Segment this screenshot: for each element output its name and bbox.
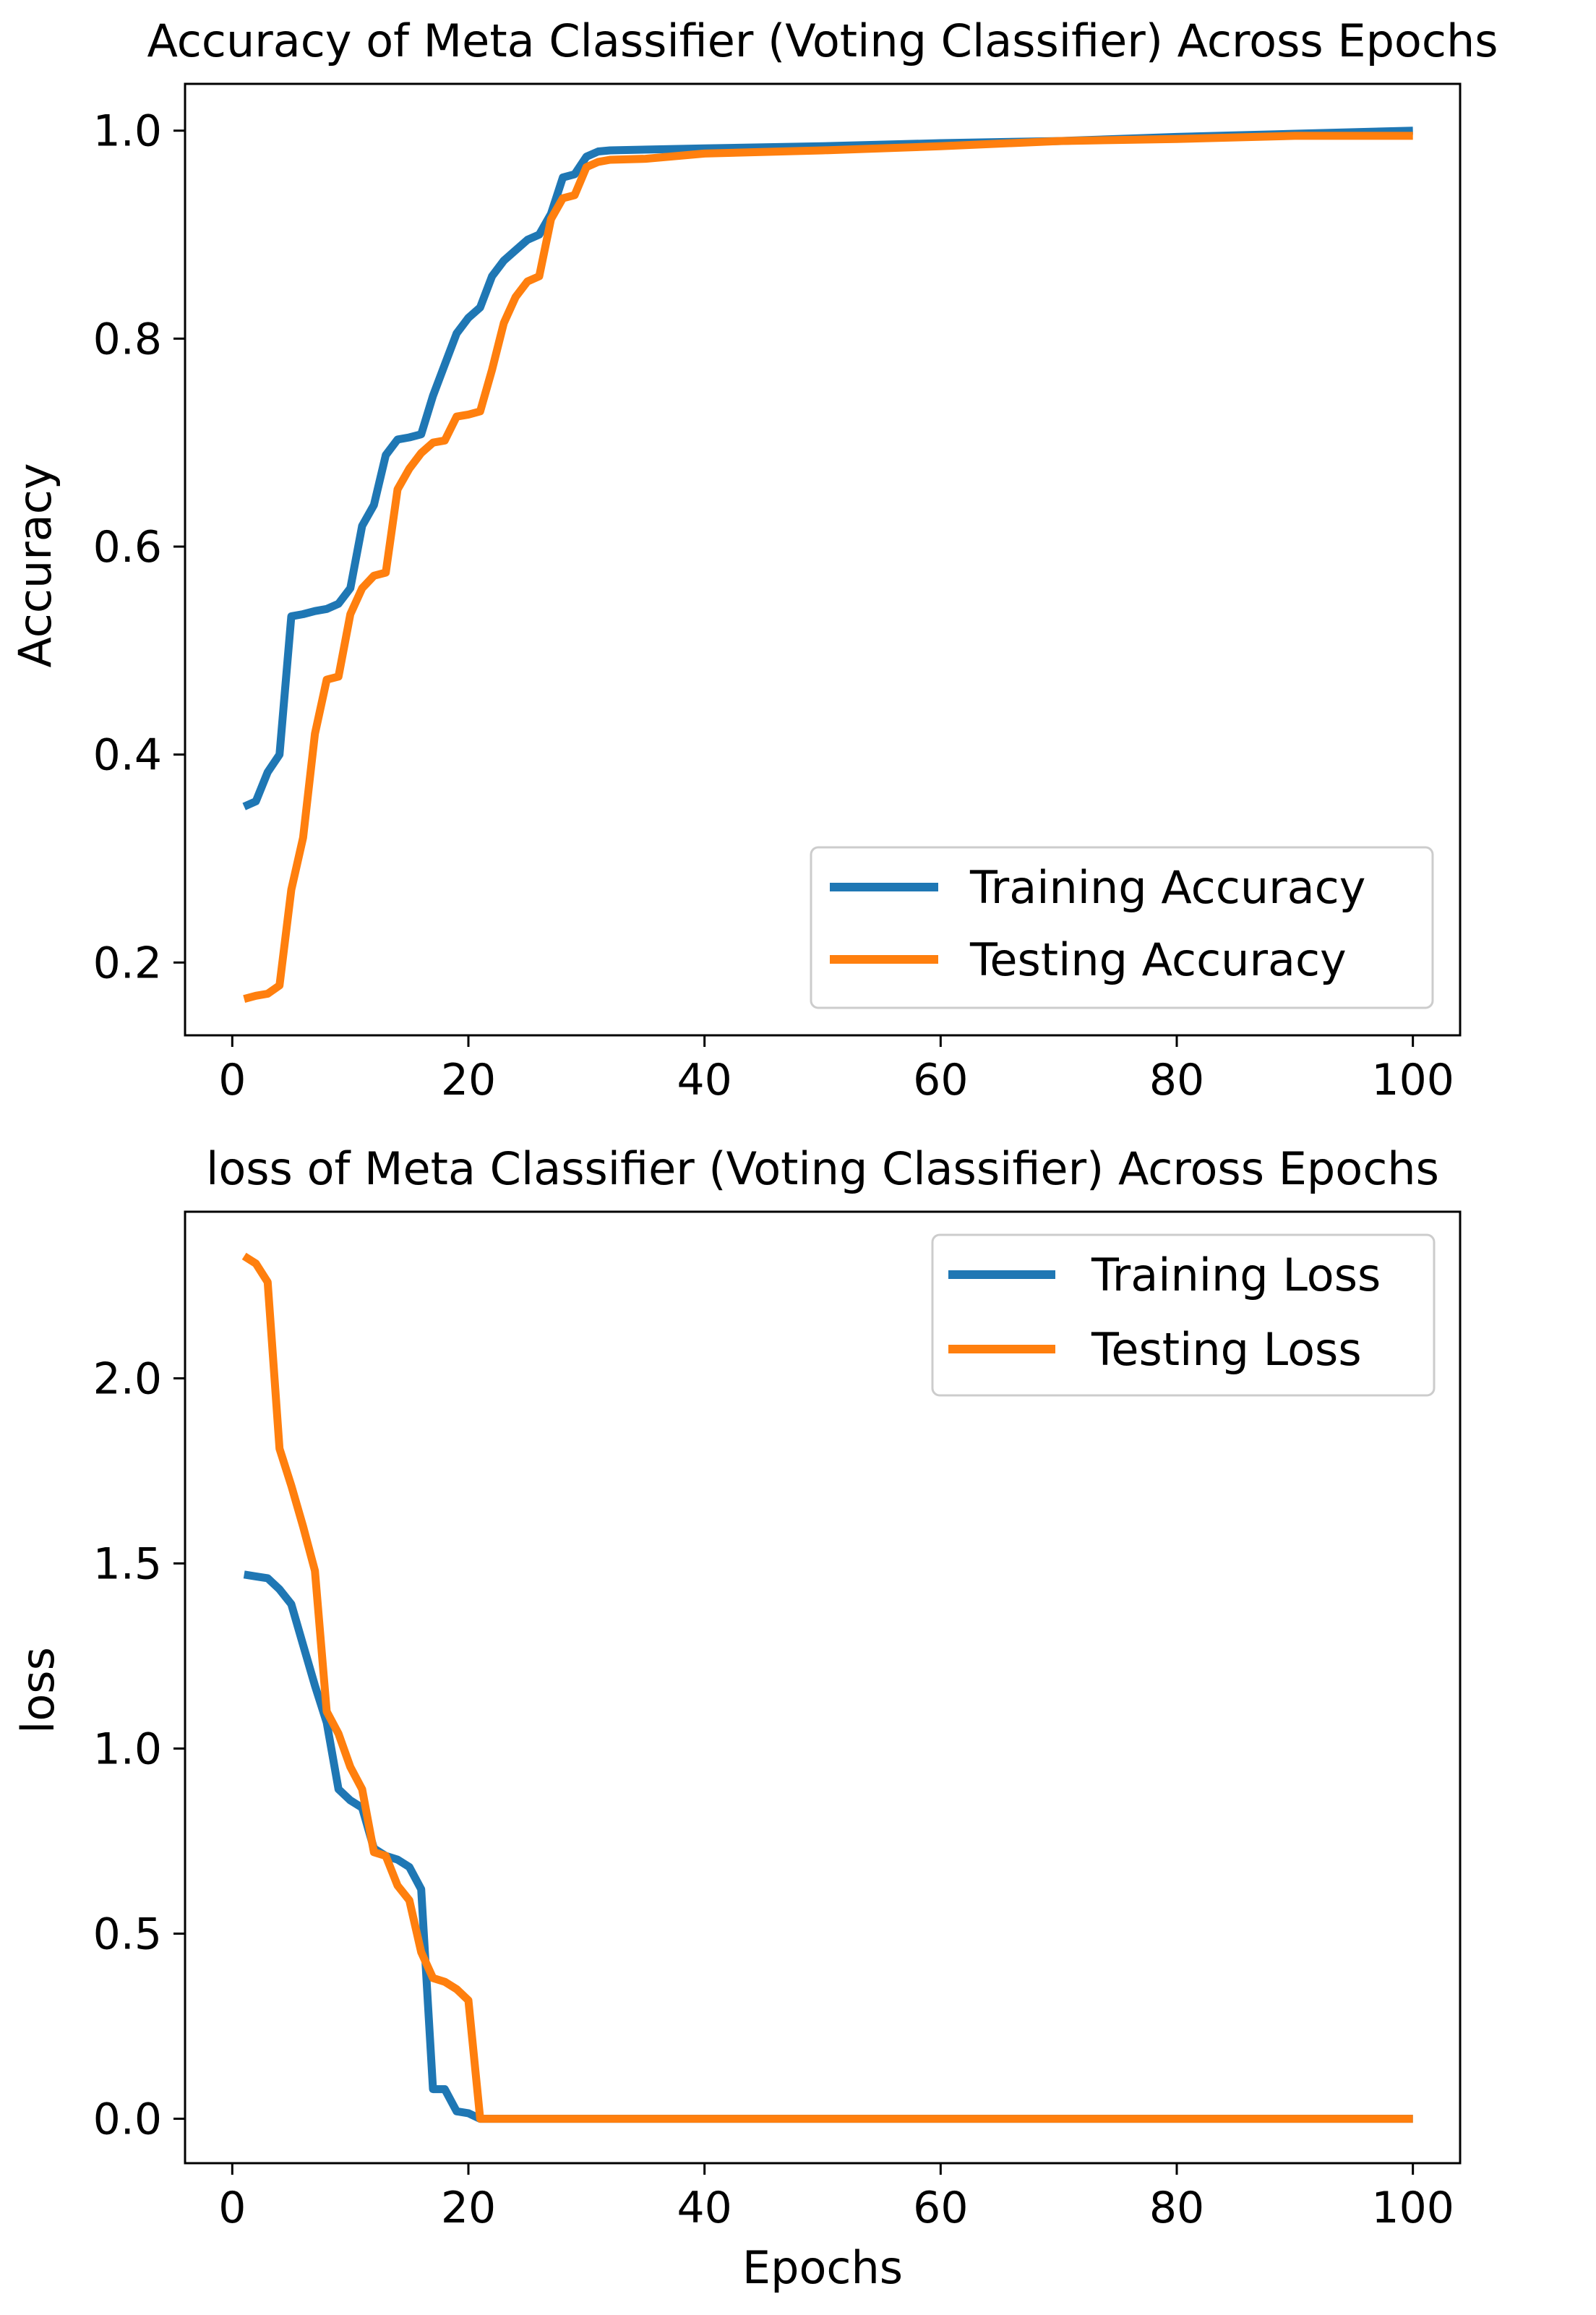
loss-x-tick-label: 40 bbox=[677, 2183, 732, 2233]
loss-x-tick-label: 80 bbox=[1149, 2183, 1204, 2233]
loss-x-tick-label: 60 bbox=[913, 2183, 968, 2233]
loss-legend: Training Loss Testing Loss bbox=[931, 1233, 1436, 1397]
accuracy-x-tick-label: 20 bbox=[441, 1055, 496, 1105]
accuracy-legend: Training Accuracy Testing Accuracy bbox=[810, 846, 1434, 1009]
accuracy-legend-testing-label: Testing Accuracy bbox=[969, 933, 1347, 986]
loss-y-tick-label: 0.0 bbox=[93, 2094, 162, 2145]
loss-chart: loss of Meta Classifier (Voting Classifi… bbox=[12, 1142, 1462, 2294]
accuracy-chart: Accuracy of Meta Classifier (Voting Clas… bbox=[9, 14, 1498, 1105]
loss-axes-frame bbox=[184, 1210, 1462, 2165]
accuracy-x-tick-label: 0 bbox=[218, 1055, 246, 1105]
loss-legend-box bbox=[931, 1233, 1436, 1397]
loss-y-tick-label: 1.5 bbox=[93, 1539, 162, 1589]
accuracy-x-tick-label: 60 bbox=[913, 1055, 968, 1105]
loss-plot-area: 0 20 40 60 80 100 0.0 0.5 1.0 1.5 2.0 bbox=[93, 1210, 1462, 2233]
loss-legend-testing-label: Testing Loss bbox=[1091, 1323, 1362, 1376]
accuracy-x-tick-label: 80 bbox=[1149, 1055, 1204, 1105]
loss-x-tick-label: 100 bbox=[1371, 2183, 1454, 2233]
loss-y-axis-label: loss bbox=[12, 1647, 64, 1734]
loss-x-tick-label: 20 bbox=[441, 2183, 496, 2233]
accuracy-y-tick-label: 0.4 bbox=[93, 730, 162, 781]
loss-x-tick-label: 0 bbox=[218, 2183, 246, 2233]
accuracy-series-training bbox=[242, 127, 1413, 810]
accuracy-axes-frame bbox=[184, 82, 1462, 1037]
loss-y-tick-label: 1.0 bbox=[93, 1724, 162, 1774]
loss-y-tick-label: 0.5 bbox=[93, 1909, 162, 1960]
accuracy-y-tick-label: 1.0 bbox=[93, 106, 162, 157]
loss-y-tick-label: 2.0 bbox=[93, 1353, 162, 1404]
loss-chart-title: loss of Meta Classifier (Voting Classifi… bbox=[206, 1142, 1439, 1195]
accuracy-chart-title: Accuracy of Meta Classifier (Voting Clas… bbox=[147, 14, 1498, 67]
loss-legend-training-label: Training Loss bbox=[1091, 1249, 1381, 1301]
accuracy-x-tick-label: 100 bbox=[1371, 1055, 1454, 1105]
loss-series-testing bbox=[241, 1252, 1413, 2123]
accuracy-y-tick-label: 0.8 bbox=[93, 314, 162, 364]
loss-x-axis-label: Epochs bbox=[742, 2241, 903, 2294]
accuracy-plot-area: 0 20 40 60 80 100 0.2 0.4 0.6 0.8 1.0 bbox=[93, 82, 1462, 1105]
accuracy-legend-box bbox=[810, 846, 1434, 1009]
accuracy-y-tick-label: 0.2 bbox=[93, 938, 162, 988]
accuracy-series-testing bbox=[243, 132, 1413, 1004]
accuracy-legend-training-label: Training Accuracy bbox=[969, 861, 1365, 914]
accuracy-x-tick-label: 40 bbox=[677, 1055, 732, 1105]
accuracy-y-axis-label: Accuracy bbox=[9, 463, 61, 667]
accuracy-y-tick-label: 0.6 bbox=[93, 522, 162, 573]
